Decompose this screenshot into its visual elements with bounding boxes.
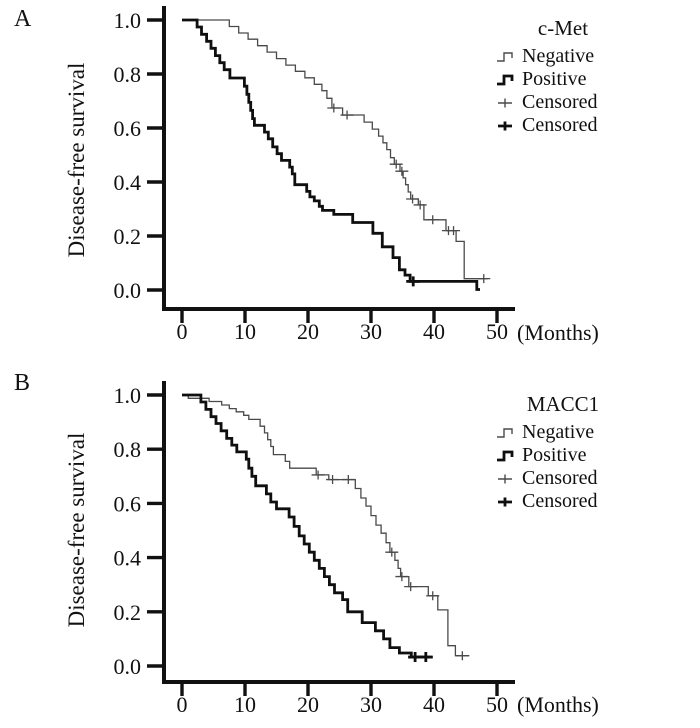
panel-b-letter: B [14,370,31,396]
km-curve-negative [182,19,488,280]
y-tick-label: 1.0 [114,8,142,33]
y-tick-label: 0.2 [114,224,142,249]
km-curve-positive [182,393,432,659]
y-tick-label: 0.0 [114,278,142,303]
positive-step-line-icon [497,74,514,85]
km-curve-negative [182,394,470,657]
negative-step-line-icon [497,51,513,62]
negative-step-line-icon [497,427,513,438]
x-tick-label: 0 [177,319,188,344]
legend-label: Negative [522,421,595,443]
x-tick-label: 20 [297,319,319,344]
censor-mark-negative [385,547,399,557]
panel-b-legend-title: MACC1 [526,392,600,416]
censored-plus-icon [498,474,512,483]
panel-b-y-axis-label: Disease-free survival [64,432,89,628]
legend-item-censored-thin: Censored [488,467,638,490]
y-tick-label: 0.8 [114,437,142,462]
censored-plus-bold-icon [498,497,512,506]
legend-label: Positive [522,444,587,466]
panel-b-months-label: (Months) [517,692,599,717]
x-tick-label: 50 [486,692,508,717]
legend-item-negative: Negative [488,421,638,444]
y-tick-label: 0.4 [114,170,142,195]
legend-label: Censored [522,490,598,512]
legend-item-censored-thin: Censored [488,91,638,114]
censor-mark-negative [447,226,461,236]
y-tick-label: 1.0 [114,383,142,408]
censor-mark-negative [426,215,440,225]
panel-a-legend-title: c-Met [537,16,589,40]
censor-mark-negative [404,582,418,592]
legend-label: Censored [522,114,598,136]
censor-mark-negative [413,200,427,210]
y-tick-label: 0.4 [114,546,142,571]
censor-mark-negative [455,651,469,661]
censor-mark-negative [395,166,409,176]
legend-label: Positive [522,68,587,90]
legend-item-positive: Positive [488,68,638,91]
positive-step-line-icon [497,450,514,461]
y-tick-label: 0.2 [114,600,142,625]
censor-mark-negative [340,110,354,120]
x-tick-label: 30 [360,692,382,717]
censor-mark-positive [406,276,421,287]
censor-mark-negative [326,475,340,485]
legend-item-censored-thick: Censored [488,114,638,137]
x-tick-label: 40 [423,692,445,717]
km-curve-positive [182,18,480,291]
censored-plus-bold-icon [498,121,512,130]
censor-mark-negative [341,475,355,485]
censor-mark-positive [418,652,433,663]
panel-a-months-label: (Months) [517,320,599,345]
x-tick-label: 0 [177,692,188,717]
x-tick-label: 10 [234,319,256,344]
panel-a-legend: c-Met Negative Positive Censored Censore… [488,16,638,137]
censor-mark-negative [477,274,491,284]
legend-item-censored-thick: Censored [488,490,638,513]
legend-label: Censored [522,91,598,113]
legend-item-positive: Positive [488,444,638,467]
censor-mark-negative [311,470,325,480]
panel-a-letter: A [14,6,32,32]
legend-label: Negative [522,45,595,67]
censor-mark-negative [406,194,420,204]
censor-mark-negative [395,572,409,582]
x-tick-label: 30 [360,319,382,344]
censored-plus-icon [498,98,512,107]
y-tick-label: 0.8 [114,62,142,87]
y-tick-label: 0.6 [114,491,142,516]
censor-mark-negative [327,103,341,113]
panel-a-y-axis-label: Disease-free survival [64,62,89,258]
x-tick-label: 50 [486,319,508,344]
x-tick-label: 20 [297,692,319,717]
x-tick-label: 10 [234,692,256,717]
panel-b-legend: MACC1 Negative Positive Censored Censore… [488,392,638,513]
censor-mark-negative [426,591,440,601]
x-tick-label: 40 [423,319,445,344]
legend-item-negative: Negative [488,45,638,68]
censor-mark-negative [389,159,403,169]
y-tick-label: 0.0 [114,654,142,679]
legend-label: Censored [522,467,598,489]
y-tick-label: 0.6 [114,116,142,141]
